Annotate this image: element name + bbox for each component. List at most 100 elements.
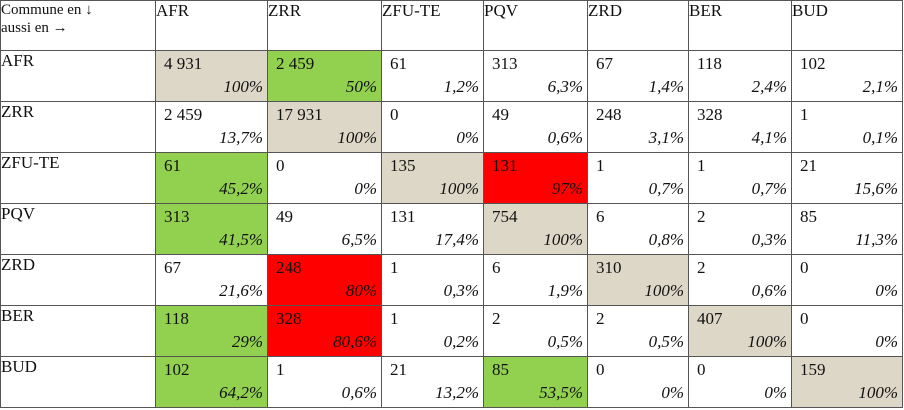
cell-count: 0 <box>800 309 809 328</box>
corner-label-columns: aussi en → <box>1 20 68 36</box>
cell-percentage: 0,6% <box>547 128 583 147</box>
cell-count: 102 <box>164 360 190 379</box>
cell-content: 248 80% <box>268 255 381 305</box>
matrix-cell: 0 0% <box>381 101 484 153</box>
cell-count: 49 <box>492 105 509 124</box>
cell-percentage: 21,6% <box>219 281 263 300</box>
cell-percentage: 0% <box>764 383 787 402</box>
cell-count: 67 <box>164 258 181 277</box>
matrix-cell: 118 2,4% <box>688 50 792 102</box>
cell-count: 1 <box>596 156 605 175</box>
matrix-cell: 159 100% <box>791 356 903 408</box>
cell-count: 102 <box>800 54 826 73</box>
cell-count: 2 459 <box>164 105 203 124</box>
column-header-afr: AFR <box>155 0 268 51</box>
matrix-cell: 1 0,6% <box>267 356 382 408</box>
cell-percentage: 6,5% <box>341 230 377 249</box>
cell-content: 0 0% <box>268 153 381 203</box>
matrix-cell: 1 0,2% <box>381 305 484 357</box>
cell-content: 21 15,6% <box>792 153 902 203</box>
cell-percentage: 100% <box>858 383 898 402</box>
cell-count: 0 <box>800 258 809 277</box>
matrix-cell: 2 0,6% <box>688 254 792 306</box>
matrix-cell: 2 0,5% <box>587 305 689 357</box>
cell-percentage: 6,3% <box>547 77 583 96</box>
cell-content: 2 0,6% <box>689 255 791 305</box>
cell-content: 313 41,5% <box>156 204 267 254</box>
matrix-cell: 102 64,2% <box>155 356 268 408</box>
cell-count: 1 <box>390 309 399 328</box>
matrix-cell: 135 100% <box>381 152 484 204</box>
cell-percentage: 0,8% <box>648 230 684 249</box>
cell-content: 21 13,2% <box>382 357 483 407</box>
matrix-cell: 328 80,6% <box>267 305 382 357</box>
cell-percentage: 53,5% <box>539 383 583 402</box>
cell-count: 0 <box>390 105 399 124</box>
cell-content: 1 0,3% <box>382 255 483 305</box>
cell-percentage: 100% <box>747 332 787 351</box>
cell-percentage: 80,6% <box>333 332 377 351</box>
matrix-cell: 67 1,4% <box>587 50 689 102</box>
cell-content: 67 1,4% <box>588 51 688 101</box>
cell-content: 135 100% <box>382 153 483 203</box>
matrix-cell: 2 0,5% <box>483 305 588 357</box>
matrix-cell: 4 931 100% <box>155 50 268 102</box>
cell-content: 131 97% <box>484 153 587 203</box>
cell-percentage: 64,2% <box>219 383 263 402</box>
cell-count: 1 <box>276 360 285 379</box>
matrix-cell: 49 6,5% <box>267 203 382 255</box>
cell-percentage: 1,2% <box>443 77 479 96</box>
cell-count: 6 <box>492 258 501 277</box>
matrix-cell: 17 931 100% <box>267 101 382 153</box>
cell-count: 2 <box>596 309 605 328</box>
cell-content: 754 100% <box>484 204 587 254</box>
matrix-cell: 0 0% <box>688 356 792 408</box>
cell-percentage: 0% <box>456 128 479 147</box>
table-row: BER 118 29% 328 80,6% 1 0,2% 2 0,5% 2 0,5% 407 100% 0… <box>0 305 903 357</box>
cell-percentage: 3,1% <box>648 128 684 147</box>
cell-content: 313 6,3% <box>484 51 587 101</box>
cell-content: 102 2,1% <box>792 51 902 101</box>
cell-count: 49 <box>276 207 293 226</box>
cell-count: 313 <box>492 54 518 73</box>
cell-count: 248 <box>276 258 302 277</box>
cell-count: 67 <box>596 54 613 73</box>
matrix-cell: 85 11,3% <box>791 203 903 255</box>
cell-content: 2 0,5% <box>588 306 688 356</box>
cell-count: 17 931 <box>276 105 323 124</box>
cell-count: 328 <box>276 309 302 328</box>
cell-percentage: 0,5% <box>648 332 684 351</box>
cell-content: 6 1,9% <box>484 255 587 305</box>
cell-count: 328 <box>697 105 723 124</box>
cell-count: 118 <box>697 54 722 73</box>
matrix-cell: 61 45,2% <box>155 152 268 204</box>
cell-content: 1 0,7% <box>689 153 791 203</box>
cell-count: 1 <box>800 105 809 124</box>
table-row: ZRR 2 459 13,7% 17 931 100% 0 0% 49 0,6% 248 3,1% 3… <box>0 101 903 153</box>
matrix-cell: 407 100% <box>688 305 792 357</box>
header-row: Commune en ↓ aussi en → AFR ZRR ZFU-TE P… <box>0 0 903 51</box>
cell-content: 328 80,6% <box>268 306 381 356</box>
row-header: PQV <box>0 203 156 255</box>
matrix-cell: 310 100% <box>587 254 689 306</box>
cell-percentage: 1,4% <box>648 77 684 96</box>
cell-content: 310 100% <box>588 255 688 305</box>
cell-percentage: 2,4% <box>751 77 787 96</box>
cell-content: 1 0,7% <box>588 153 688 203</box>
matrix-cell: 0 0% <box>267 152 382 204</box>
cell-content: 2 459 50% <box>268 51 381 101</box>
row-header: ZFU-TE <box>0 152 156 204</box>
cell-content: 67 21,6% <box>156 255 267 305</box>
cell-percentage: 80% <box>345 281 377 300</box>
cell-percentage: 1,9% <box>547 281 583 300</box>
cell-count: 407 <box>697 309 723 328</box>
matrix-cell: 0 0% <box>791 305 903 357</box>
cell-content: 49 0,6% <box>484 102 587 152</box>
column-header-ber: BER <box>688 0 792 51</box>
cell-percentage: 41,5% <box>219 230 263 249</box>
cell-content: 0 0% <box>382 102 483 152</box>
column-header-zrd: ZRD <box>587 0 689 51</box>
cell-percentage: 0% <box>354 179 377 198</box>
cell-percentage: 100% <box>543 230 583 249</box>
cell-percentage: 0% <box>875 332 898 351</box>
